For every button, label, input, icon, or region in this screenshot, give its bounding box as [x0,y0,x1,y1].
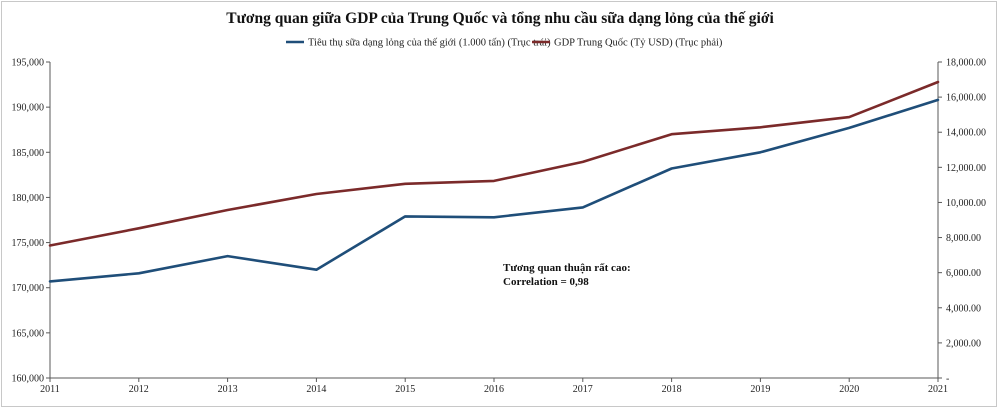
right-tick-label: 10,000.00 [946,198,986,209]
x-tick-label: 2011 [40,384,60,395]
x-tick-label: 2013 [218,384,238,395]
annotation-line-2: Correlation = 0,98 [503,276,589,288]
left-tick-label: 175,000 [12,238,45,249]
right-tick-label: 18,000.00 [946,58,986,69]
x-tick-label: 2015 [395,384,415,395]
x-tick-label: 2018 [662,384,682,395]
x-tick-label: 2012 [129,384,149,395]
annotation: Tương quan thuận rất cao: Correlation = … [503,262,631,288]
x-tick-label: 2017 [573,384,593,395]
left-axis-ticks: 160,000 165,000 170,000 175,000 180,000 185,0… [12,58,50,385]
left-tick-label: 170,000 [12,283,45,294]
chart-title: Tương quan giữa GDP của Trung Quốc và tổ… [226,10,774,27]
left-tick-label: 185,000 [12,148,45,159]
right-tick-label: 4,000.00 [946,303,981,314]
gdp-series-line [48,80,940,247]
right-tick-label: 16,000.00 [946,93,986,104]
right-tick-label: 6,000.00 [946,268,981,279]
right-tick-label: - [946,374,949,385]
right-tick-label: 14,000.00 [946,128,986,139]
x-tick-label: 2019 [750,384,770,395]
left-tick-label: 180,000 [12,193,45,204]
right-tick-label: 2,000.00 [946,338,981,349]
right-tick-label: 12,000.00 [946,163,986,174]
left-tick-label: 160,000 [12,374,45,385]
x-tick-label: 2016 [484,384,504,395]
left-tick-label: 195,000 [12,58,45,69]
legend-label-gdp: GDP Trung Quốc (Tỷ USD) (Trục phải) [554,38,723,49]
series [48,80,940,283]
x-axis-ticks: 2011 2012 2013 2014 2015 2016 2017 2018 2019 2020… [40,378,948,395]
left-tick-label: 165,000 [12,328,45,339]
legend-label-consumption: Tiêu thụ sữa dạng lỏng của thế giới (1.0… [308,38,551,49]
legend: Tiêu thụ sữa dạng lỏng của thế giới (1.0… [286,38,723,49]
left-tick-label: 190,000 [12,103,45,114]
x-tick-label: 2020 [839,384,859,395]
right-tick-label: 8,000.00 [946,233,981,244]
x-tick-label: 2014 [306,384,326,395]
consumption-series-line [48,98,940,283]
right-axis-ticks: - 2,000.00 4,000.00 6,000.00 8,000.00 10,000.… [938,58,986,385]
x-tick-label: 2021 [928,384,948,395]
annotation-line-1: Tương quan thuận rất cao: [503,262,631,274]
